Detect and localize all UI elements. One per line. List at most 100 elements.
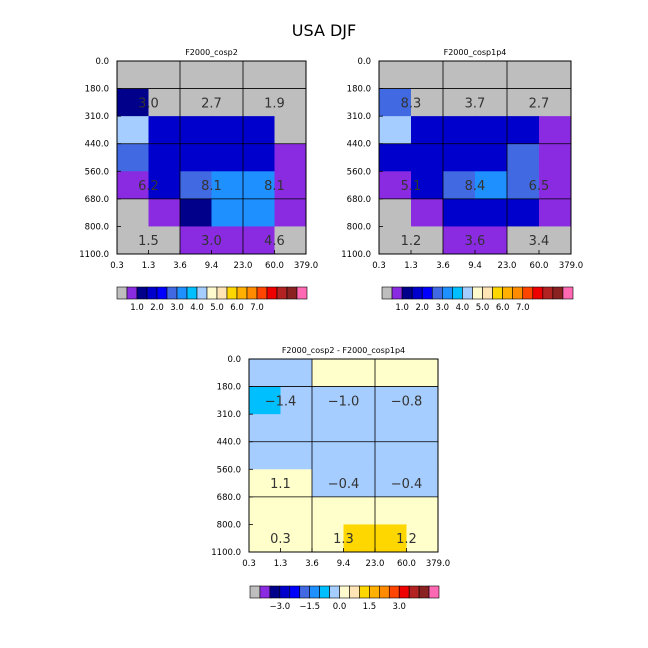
colorbar-tick-label: 2.0 [415, 303, 429, 313]
colorbar-swatch [269, 585, 281, 599]
heatmap-cell [249, 524, 281, 553]
heatmap-cell [406, 524, 439, 553]
heatmap-cell [379, 198, 412, 227]
heatmap-cell [243, 116, 275, 145]
value-label: 0.3 [270, 532, 291, 547]
colorbar-swatch [116, 286, 128, 300]
colorbar-swatch [299, 585, 310, 599]
heatmap-cell [443, 198, 476, 227]
colorbar-tick-label: 7.0 [516, 303, 530, 313]
colorbar-swatch [289, 585, 301, 599]
colorbar-swatch [482, 286, 493, 300]
panel-3: F2000_cosp2 - F2000_cosp1p4 0.3 1.3 3.6 9.4 2… [211, 346, 450, 612]
y-tick-label: 0.0 [227, 355, 241, 365]
x-tick-label: 9.4 [468, 261, 482, 271]
heatmap-cell [443, 61, 476, 90]
colorbar-swatch [431, 286, 443, 300]
x-tick-label: 0.3 [242, 559, 256, 569]
heatmap-cell [180, 198, 212, 227]
colorbar-swatch [226, 286, 238, 300]
colorbar-swatch [196, 286, 208, 300]
x-tick-label: 3.6 [305, 559, 319, 569]
x-tick-label: 60.0 [530, 261, 549, 271]
y-tick-label: 440.0 [217, 438, 241, 448]
heatmap-cell [280, 386, 313, 415]
value-label: 1.1 [270, 477, 291, 492]
colorbar-swatch [401, 286, 413, 300]
colorbar-swatch [502, 286, 513, 300]
heatmap-cell [343, 414, 376, 443]
colorbar-tick-label: 7.0 [250, 303, 264, 313]
y-tick-label: 560.0 [85, 167, 109, 177]
heatmap-cell [280, 359, 313, 388]
colorbar-swatch [452, 286, 463, 300]
colorbar-swatch [562, 286, 574, 300]
heatmap-cell [343, 386, 376, 415]
colorbar-swatch [408, 585, 420, 599]
heatmap-cell [475, 61, 508, 90]
heatmap-cell [180, 61, 212, 90]
heatmap-cell [375, 441, 407, 470]
heatmap-cell [211, 116, 244, 145]
heatmap-cell [379, 61, 412, 90]
heatmap-cell [243, 143, 275, 172]
heatmap-cell [475, 88, 508, 117]
heatmap-cell [280, 441, 313, 470]
heatmap-cell [274, 143, 307, 172]
heatmap-cell [411, 198, 444, 227]
heatmap-cell [507, 198, 540, 227]
heatmap-cell [211, 226, 244, 255]
heatmap-cell [211, 143, 244, 172]
colorbar-swatch [552, 286, 564, 300]
heatmap-cell [117, 198, 149, 227]
heatmap-cell [148, 61, 181, 90]
colorbar-swatch [411, 286, 423, 300]
heatmap-cell [443, 143, 476, 172]
x-tick-label: 1.3 [404, 261, 418, 271]
heatmap-cell [443, 171, 476, 200]
value-label: 3.6 [465, 234, 486, 249]
x-tick-label: 3.6 [173, 261, 187, 271]
value-label: 8.1 [201, 179, 222, 194]
heatmap-cell [475, 171, 508, 200]
colorbar-tick-label: 5.0 [476, 303, 490, 313]
heatmap-cell [211, 171, 244, 200]
heatmap-cell [443, 88, 476, 117]
colorbar-swatch [279, 585, 291, 599]
y-tick-label: 1100.0 [79, 250, 109, 260]
value-label: −1.0 [328, 394, 360, 409]
heatmap-cell [148, 116, 181, 145]
colorbar-swatch [542, 286, 554, 300]
heatmap-cell [249, 496, 281, 525]
value-label: 3.7 [465, 96, 486, 111]
x-tick-label: 23.0 [366, 559, 385, 569]
heatmap-cell [274, 61, 307, 90]
heatmap-cell [211, 88, 244, 117]
colorbar-swatch [259, 585, 271, 599]
colorbar-swatch [156, 286, 168, 300]
heatmap-cell [411, 116, 444, 145]
colorbar-swatch [176, 286, 188, 300]
x-tick-label: 9.4 [205, 261, 219, 271]
heatmap-cell [539, 198, 572, 227]
heatmap-cell [274, 88, 307, 117]
y-tick-label: 800.0 [217, 520, 241, 530]
colorbar: 1.0 2.0 3.0 4.0 5.0 6.0 7.0 [116, 286, 308, 313]
panel-title: F2000_cosp1p4 [444, 48, 507, 57]
value-label: −0.8 [391, 394, 423, 409]
heatmap-cell [274, 198, 307, 227]
value-label: 2.7 [201, 96, 222, 111]
heatmap-cell [379, 143, 412, 172]
y-tick-label: 680.0 [217, 493, 241, 503]
heatmap-cell [243, 61, 275, 90]
heatmap-cell [148, 143, 181, 172]
heatmap-cell [249, 469, 281, 498]
colorbar-swatch [522, 286, 534, 300]
x-tick-label: 1.3 [274, 559, 288, 569]
heatmap-cell [507, 61, 540, 90]
colorbar-tick-label: 0.0 [333, 602, 347, 612]
heatmap-cell [211, 198, 244, 227]
colorbar-swatch [462, 286, 473, 300]
panel-1: F2000_cosp2 0.3 1.3 3.6 9.4 23.0 60.0 379.0 0.0 1… [79, 48, 318, 313]
heatmap-cell [180, 226, 212, 255]
